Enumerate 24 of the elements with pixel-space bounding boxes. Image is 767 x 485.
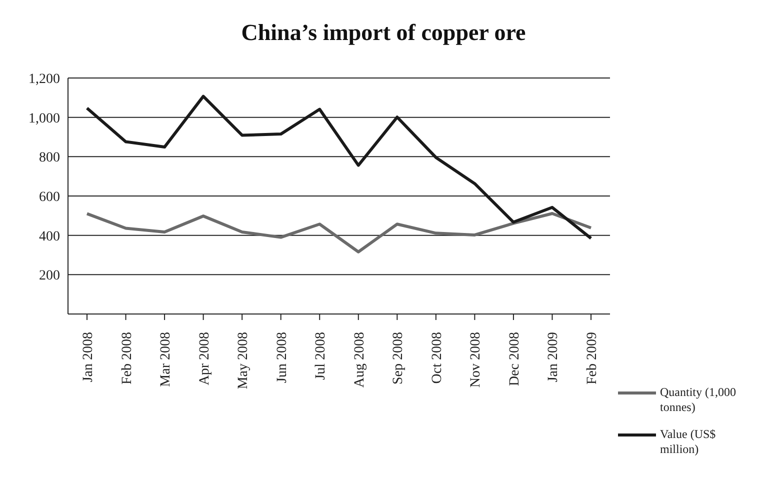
x-tick-label: Jun 2008	[274, 332, 290, 383]
x-tick-label: Oct 2008	[430, 332, 445, 384]
y-tick-label: 200	[39, 268, 60, 284]
x-tick-label: Feb 2009	[585, 332, 600, 384]
x-tick-label: Nov 2008	[468, 332, 484, 388]
chart-title: China’s import of copper ore	[240, 20, 527, 46]
legend-label: Value (US$ million)	[660, 427, 717, 457]
x-tick-label: Jan 2009	[546, 332, 562, 382]
x-tick-label: May 2008	[236, 332, 252, 390]
x-tick-label: Jul 2008	[314, 332, 329, 380]
y-tick-label: 1,000	[28, 111, 60, 126]
y-tick-label: 600	[39, 190, 60, 205]
line-series	[86, 212, 592, 254]
x-tick-label: Mar 2008	[158, 332, 174, 387]
y-tick-label: 400	[39, 229, 60, 244]
y-tick-label: 800	[39, 150, 60, 166]
x-tick-label: Apr 2008	[197, 332, 212, 386]
y-tick-label: 1,200	[28, 72, 60, 87]
x-tick-label: Sep 2008	[391, 332, 406, 384]
legend-label: Quantity (1,000 tonnes)	[660, 385, 737, 415]
x-tick-label: Feb 2008	[120, 332, 135, 384]
x-tick-label: Dec 2008	[507, 332, 522, 386]
x-tick-label: Aug 2008	[352, 332, 368, 388]
x-tick-label: Jan 2008	[81, 332, 96, 382]
